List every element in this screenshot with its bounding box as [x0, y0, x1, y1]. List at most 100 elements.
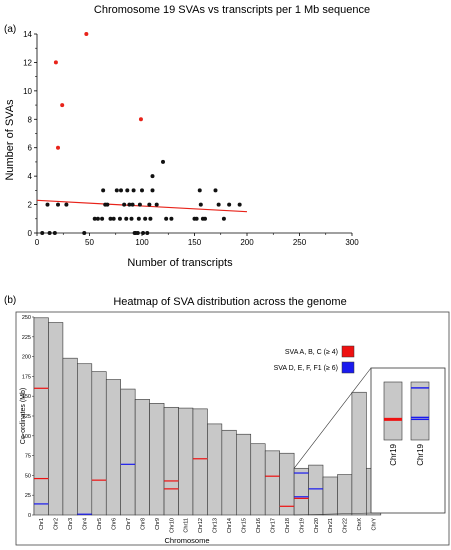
hotspot-def: [308, 488, 323, 490]
chromosome-tick-label: Chr19: [299, 518, 305, 533]
data-point: [237, 202, 242, 207]
chromosome-tick-label: Chr18: [285, 518, 291, 533]
data-point: [82, 231, 87, 235]
scatter-y-tick-label: 4: [28, 172, 33, 181]
chromosome-tick-label: Chr21: [328, 518, 334, 533]
chromosome-bar: [105, 379, 121, 516]
hotspot-abc: [265, 475, 280, 477]
data-point: [127, 202, 132, 207]
hotspot-def: [294, 496, 309, 498]
data-point: [150, 188, 155, 193]
heatmap-ylabel: Co-ordinates (Mb): [20, 388, 27, 444]
chromosome-tick-label: Chr16: [256, 518, 262, 533]
outlier-point: [84, 32, 89, 36]
chromosome-tick-label: Chr10: [169, 518, 175, 533]
scatter-y-tick-label: 6: [28, 144, 33, 153]
outlier-point: [138, 117, 143, 122]
inset-frame: [370, 367, 446, 514]
chromosome-bar: [77, 363, 93, 516]
scatter-x-tick-label: 50: [85, 238, 94, 247]
data-point: [169, 216, 174, 221]
chromosome-tick-label: Chr4: [83, 518, 89, 530]
chromosome-bar: [91, 371, 107, 516]
chromosome-tick-label: Chr17: [270, 518, 276, 533]
chromosome-bar: [62, 357, 78, 516]
data-point: [137, 202, 142, 207]
scatter-axes: 0 50 100 150 200 250 300 0 2 4 6 8 10 12 14: [23, 30, 359, 247]
heatmap-y-tick-label: 125: [22, 414, 31, 420]
chromosome-bar: [308, 464, 324, 516]
data-point: [129, 216, 134, 221]
hotspot-abc: [164, 480, 179, 482]
scatter-panel-label: (a): [4, 24, 16, 35]
data-point: [130, 202, 135, 207]
heatmap-y-tick-label: 100: [22, 434, 31, 440]
data-point: [221, 216, 226, 221]
hotspot-abc: [279, 505, 295, 507]
inset-connector: [293, 367, 372, 469]
outlier-point: [56, 145, 60, 150]
data-point: [105, 202, 110, 207]
chromosome-tick-label: Chr5: [97, 518, 103, 530]
heatmap-y-tick-label: 225: [22, 335, 31, 341]
hotspot-abc: [192, 458, 208, 460]
heatmap-panel-label: (b): [4, 295, 16, 306]
data-point: [95, 216, 100, 221]
data-point: [197, 188, 202, 193]
scatter-panel: Chromosome 19 SVAs vs transcripts per 1 …: [4, 4, 370, 269]
data-point: [143, 216, 148, 221]
chromosome-tick-label: Chr8: [140, 518, 146, 530]
scatter-x-tick-label: 150: [188, 238, 202, 247]
scatter-y-tick-label: 0: [28, 229, 33, 238]
inset-hotspot-def: [411, 416, 429, 419]
data-point: [131, 188, 136, 193]
chromosome-bar: [33, 317, 49, 516]
data-point: [52, 231, 57, 235]
data-point: [56, 202, 60, 207]
legend-label-def: SVA D, E, F, F1 (≥ 6): [274, 365, 338, 372]
heatmap-y-tick-label: 25: [25, 493, 31, 499]
data-point: [47, 231, 52, 235]
heatmap-y-tick-label: 0: [28, 513, 31, 519]
legend-swatch-def: [341, 361, 355, 374]
data-point: [111, 216, 116, 221]
legend-swatch-abc: [341, 345, 355, 358]
data-point: [108, 216, 113, 221]
data-point: [203, 216, 207, 221]
scatter-x-tick-label: 300: [345, 238, 359, 247]
data-point: [150, 174, 155, 179]
chromosome-tick-label: Chr22: [343, 518, 349, 533]
data-point: [92, 216, 97, 221]
scatter-ylabel: Number of SVAs: [4, 99, 16, 181]
chromosome-bar: [337, 474, 353, 516]
data-point: [227, 202, 232, 207]
inset-hotspot-abc: [384, 417, 402, 421]
scatter-xlabel: Number of transcripts: [127, 257, 233, 269]
chromosome-tick-label: Chr1: [39, 518, 45, 530]
scatter-y-tick-label: 14: [23, 30, 32, 39]
outlier-point: [60, 103, 65, 108]
data-point: [154, 202, 159, 207]
scatter-y-tick-label: 12: [23, 58, 32, 67]
scatter-x-tick-label: 0: [35, 238, 40, 247]
hotspot-abc: [91, 479, 107, 481]
data-point: [147, 202, 152, 207]
hotspot-def: [120, 463, 136, 465]
chromosome-tick-label: Chr3: [68, 518, 74, 530]
inset-chr19-bar: [383, 381, 403, 441]
data-point: [100, 216, 105, 221]
trendline: [36, 199, 248, 213]
chromosome-tick-label: Chr15: [242, 518, 248, 533]
data-point: [213, 188, 218, 193]
chromosome-tick-label: Chr12: [198, 518, 204, 533]
chromosome-bar: [293, 467, 309, 516]
chromosome-tick-label: ChrY: [372, 518, 378, 531]
chromosome-tick-label: Chr14: [227, 518, 233, 533]
chromosome-tick-label: Chr2: [54, 518, 60, 530]
chromosome-bar: [221, 429, 237, 516]
chromosome-tick-label: Chr7: [126, 518, 132, 530]
data-point: [164, 216, 169, 221]
data-point: [119, 188, 123, 193]
chromosome-bar: [192, 408, 208, 516]
